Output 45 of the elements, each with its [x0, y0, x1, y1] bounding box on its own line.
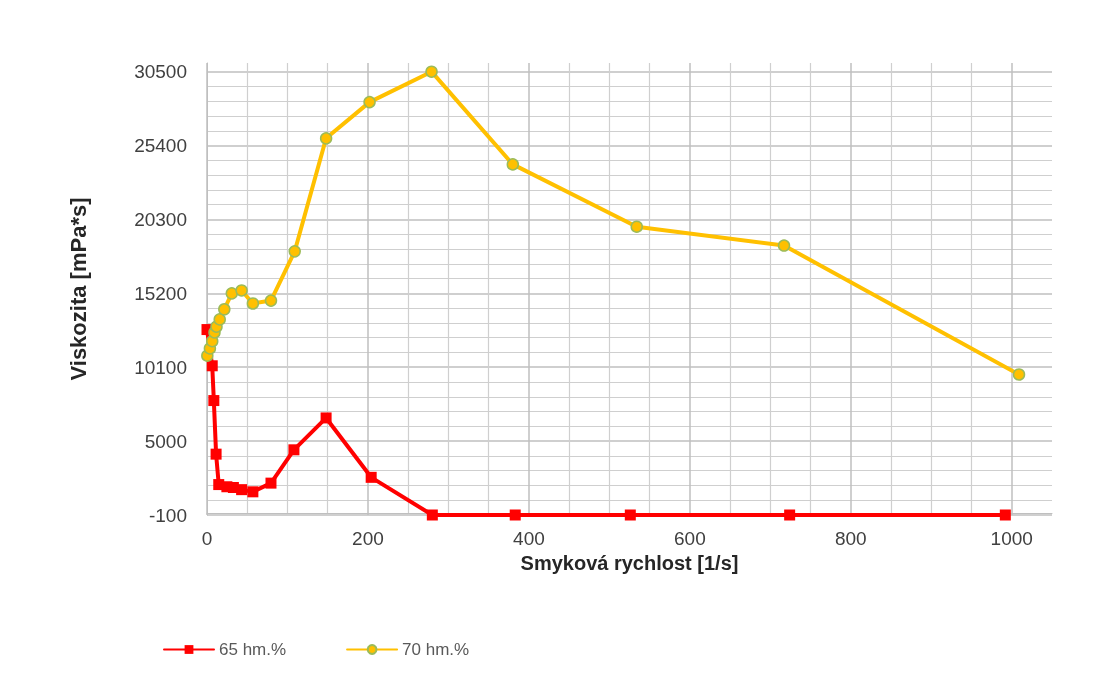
point: [247, 486, 259, 498]
y-tick-label: 10100: [134, 356, 187, 378]
point: [624, 509, 636, 521]
point: [206, 360, 218, 372]
y-tick-label: 5000: [144, 430, 187, 452]
point: [999, 509, 1011, 521]
x-tick-label: 800: [834, 528, 867, 549]
point: [288, 245, 301, 258]
y-axis-title: Viskozita [mPa*s]: [65, 197, 91, 381]
point: [426, 509, 438, 521]
y-tick-label: 20300: [134, 208, 187, 230]
point: [235, 284, 248, 297]
point: [506, 158, 520, 171]
point: [319, 132, 333, 145]
point: [784, 509, 796, 521]
y-tick-label: 15200: [134, 282, 187, 304]
point: [265, 477, 277, 489]
point: [246, 297, 260, 310]
point: [320, 412, 332, 424]
x-tick-label: 200: [352, 528, 384, 549]
x-tick-label: 0: [201, 528, 213, 549]
legend-label: 65 hm.%: [219, 640, 287, 659]
y-tick-label: 30500: [134, 61, 187, 83]
x-tick-label: 400: [513, 528, 545, 549]
point: [509, 509, 521, 521]
y-tick-label: -100: [148, 504, 187, 526]
x-tick-label: 600: [674, 528, 706, 549]
point: [236, 484, 248, 496]
point: [264, 294, 278, 307]
point: [218, 303, 231, 316]
point: [1012, 368, 1026, 381]
point: [630, 220, 643, 233]
point: [777, 239, 791, 252]
x-axis-title: Smyková rychlost [1/s]: [520, 551, 739, 574]
legend-label: 70 hm.%: [402, 640, 470, 659]
point: [288, 444, 300, 456]
point: [425, 65, 438, 78]
point: [210, 448, 222, 460]
point: [208, 395, 220, 407]
point: [365, 471, 377, 483]
point: [225, 287, 239, 300]
point: [363, 95, 376, 109]
y-tick-label: 25400: [134, 135, 187, 157]
point: [213, 313, 226, 326]
x-tick-label: 1000: [990, 528, 1033, 549]
